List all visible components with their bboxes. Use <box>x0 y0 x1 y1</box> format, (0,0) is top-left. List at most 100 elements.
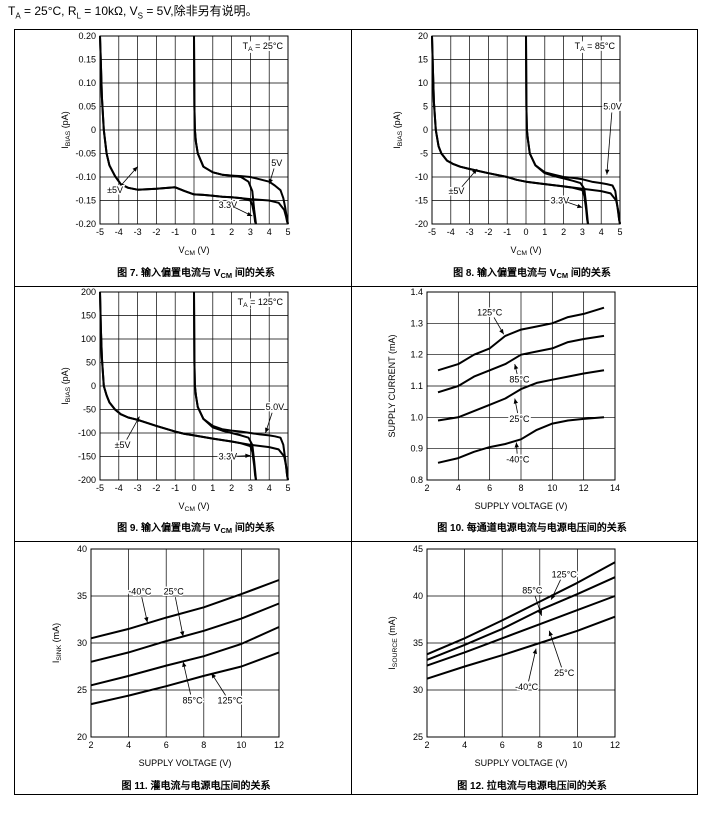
annotation-arrowhead <box>144 616 149 623</box>
x-tick-label: 3 <box>248 227 253 237</box>
x-tick-label: 2 <box>424 483 429 493</box>
annotation-arrowhead <box>265 427 270 433</box>
annotation-arrowhead <box>548 630 553 637</box>
series-annotation: 25°C <box>509 414 530 424</box>
x-axis-label: VCM (V) <box>178 245 209 257</box>
plot-frame <box>90 548 280 738</box>
series-line-85°C <box>437 334 605 394</box>
y-axis-label: ISINK (mA) <box>51 623 63 663</box>
y-tick-label: 1.0 <box>410 412 423 422</box>
x-tick-label: 4 <box>599 227 604 237</box>
cell-divider-h2 <box>15 541 697 542</box>
x-tick-label: -3 <box>134 227 142 237</box>
series-annotation: 3.3V <box>219 200 238 210</box>
plot-frame <box>426 548 616 738</box>
y-tick-label: 1.2 <box>410 350 423 360</box>
y-tick-label: 0 <box>91 381 96 391</box>
y-tick-label: 0.9 <box>410 444 423 454</box>
annotation-leader <box>548 630 562 668</box>
x-tick-label: 6 <box>487 483 492 493</box>
chart-4: 2 4 6 8 10 12 14 0.8 0.9 1.0 1.1 1.2 1.3 1.4 125°C 85°C… <box>387 287 627 534</box>
cell-divider-vertical <box>351 30 352 794</box>
rl-label: R <box>67 4 77 18</box>
cell-divider-h1 <box>15 286 697 287</box>
x-tick-label: 10 <box>236 740 246 750</box>
y-tick-label: -50 <box>83 405 96 415</box>
x-tick-label: 6 <box>164 740 169 750</box>
series-annotation: 25°C <box>164 586 185 596</box>
x-axis-label: VCM (V) <box>510 245 541 257</box>
y-tick-label: 1.3 <box>410 318 423 328</box>
y-tick-label: -200 <box>78 475 96 485</box>
vs-sub: S <box>137 11 143 21</box>
annotation-arrowhead <box>532 648 537 655</box>
annotation-arrowhead <box>513 398 519 404</box>
series-line-85°C <box>90 626 280 687</box>
x-tick-label: 4 <box>456 483 461 493</box>
plot-frame <box>426 291 616 481</box>
annotation-arrowhead <box>514 442 519 448</box>
y-tick-label: -0.15 <box>75 196 96 206</box>
conditions-note: TA = 25°C, RL = 10kΩ, VS = 5V,除非另有说明。 <box>8 2 258 20</box>
x-tick-label: 5 <box>285 227 290 237</box>
series-line-3.3V-b <box>525 35 589 225</box>
series-annotation: 5.0V <box>266 402 285 412</box>
annotation-arrowhead <box>179 631 185 637</box>
series-line-25°C <box>437 369 605 422</box>
series-line-125°C <box>437 306 605 372</box>
rl-sub: L <box>76 11 81 21</box>
x-tick-label: -3 <box>134 483 142 493</box>
y-tick-label: 150 <box>81 311 96 321</box>
series-annotation: 3.3V <box>219 452 238 462</box>
y-tick-label: -15 <box>415 196 428 206</box>
series-line-3.3V <box>99 291 257 481</box>
y-tick-label: 1.4 <box>410 287 423 297</box>
series-annotation: 5V <box>271 158 282 168</box>
y-tick-label: 0.8 <box>410 475 423 485</box>
figure-caption: 图 12. 拉电流与电源电压间的关系 <box>457 779 606 792</box>
x-tick-label: 4 <box>462 740 467 750</box>
y-tick-label: -0.20 <box>75 219 96 229</box>
y-tick-label: 40 <box>413 591 423 601</box>
x-tick-label: 2 <box>424 740 429 750</box>
chart-3: -5 -4 -3 -2 -1 0 1 2 3 4 5 -200 -150 -100 -50 0 50 100 150… <box>60 287 291 535</box>
figure-caption: 图 10. 每通道电源电流与电源电压间的关系 <box>437 521 626 534</box>
x-tick-label: 2 <box>561 227 566 237</box>
series-annotation: 85°C <box>182 695 203 705</box>
figure-caption: 图 8. 输入偏置电流与 VCM 间的关系 <box>453 266 611 280</box>
annotation-arrowhead <box>472 169 478 175</box>
series-line-125°C <box>426 561 616 656</box>
series-annotation: ±5V <box>107 185 123 195</box>
x-tick-label: 8 <box>518 483 523 493</box>
annotation-arrowhead <box>605 169 610 175</box>
series-annotation: 25°C <box>554 668 575 678</box>
x-tick-label: 4 <box>126 740 131 750</box>
figure-caption: 图 7. 输入偏置电流与 VCM 间的关系 <box>117 266 275 280</box>
y-axis-label: SUPPLY CURRENT (mA) <box>387 334 397 437</box>
y-tick-label: 10 <box>418 78 428 88</box>
vs-label: V <box>129 4 138 18</box>
rl-value: = 10kΩ, <box>80 4 130 18</box>
y-tick-label: 30 <box>77 638 87 648</box>
x-tick-label: 8 <box>537 740 542 750</box>
y-tick-label: 50 <box>86 358 96 368</box>
x-tick-label: -5 <box>96 227 104 237</box>
series-line-3.3V-b <box>193 35 257 225</box>
chart-1: -5 -4 -3 -2 -1 0 1 2 3 4 5 -0.20 -0.15 -0.10 -0.05 0 0.0… <box>60 31 291 280</box>
series-line--40°C <box>437 416 605 464</box>
x-axis-label: VCM (V) <box>178 501 209 513</box>
x-tick-label: 5 <box>617 227 622 237</box>
x-tick-label: -5 <box>428 227 436 237</box>
condition-label: TA = 85°C <box>575 41 616 53</box>
ta-sub: A <box>15 11 21 21</box>
y-tick-label: -20 <box>415 219 428 229</box>
series-line-25°C <box>426 595 616 667</box>
x-tick-label: -1 <box>503 227 511 237</box>
y-tick-label: 25 <box>413 732 423 742</box>
x-tick-label: 12 <box>610 740 620 750</box>
y-tick-label: -5 <box>420 149 428 159</box>
x-tick-label: 3 <box>248 483 253 493</box>
annotation-arrowhead <box>246 211 253 217</box>
y-tick-label: 0.15 <box>78 55 96 65</box>
